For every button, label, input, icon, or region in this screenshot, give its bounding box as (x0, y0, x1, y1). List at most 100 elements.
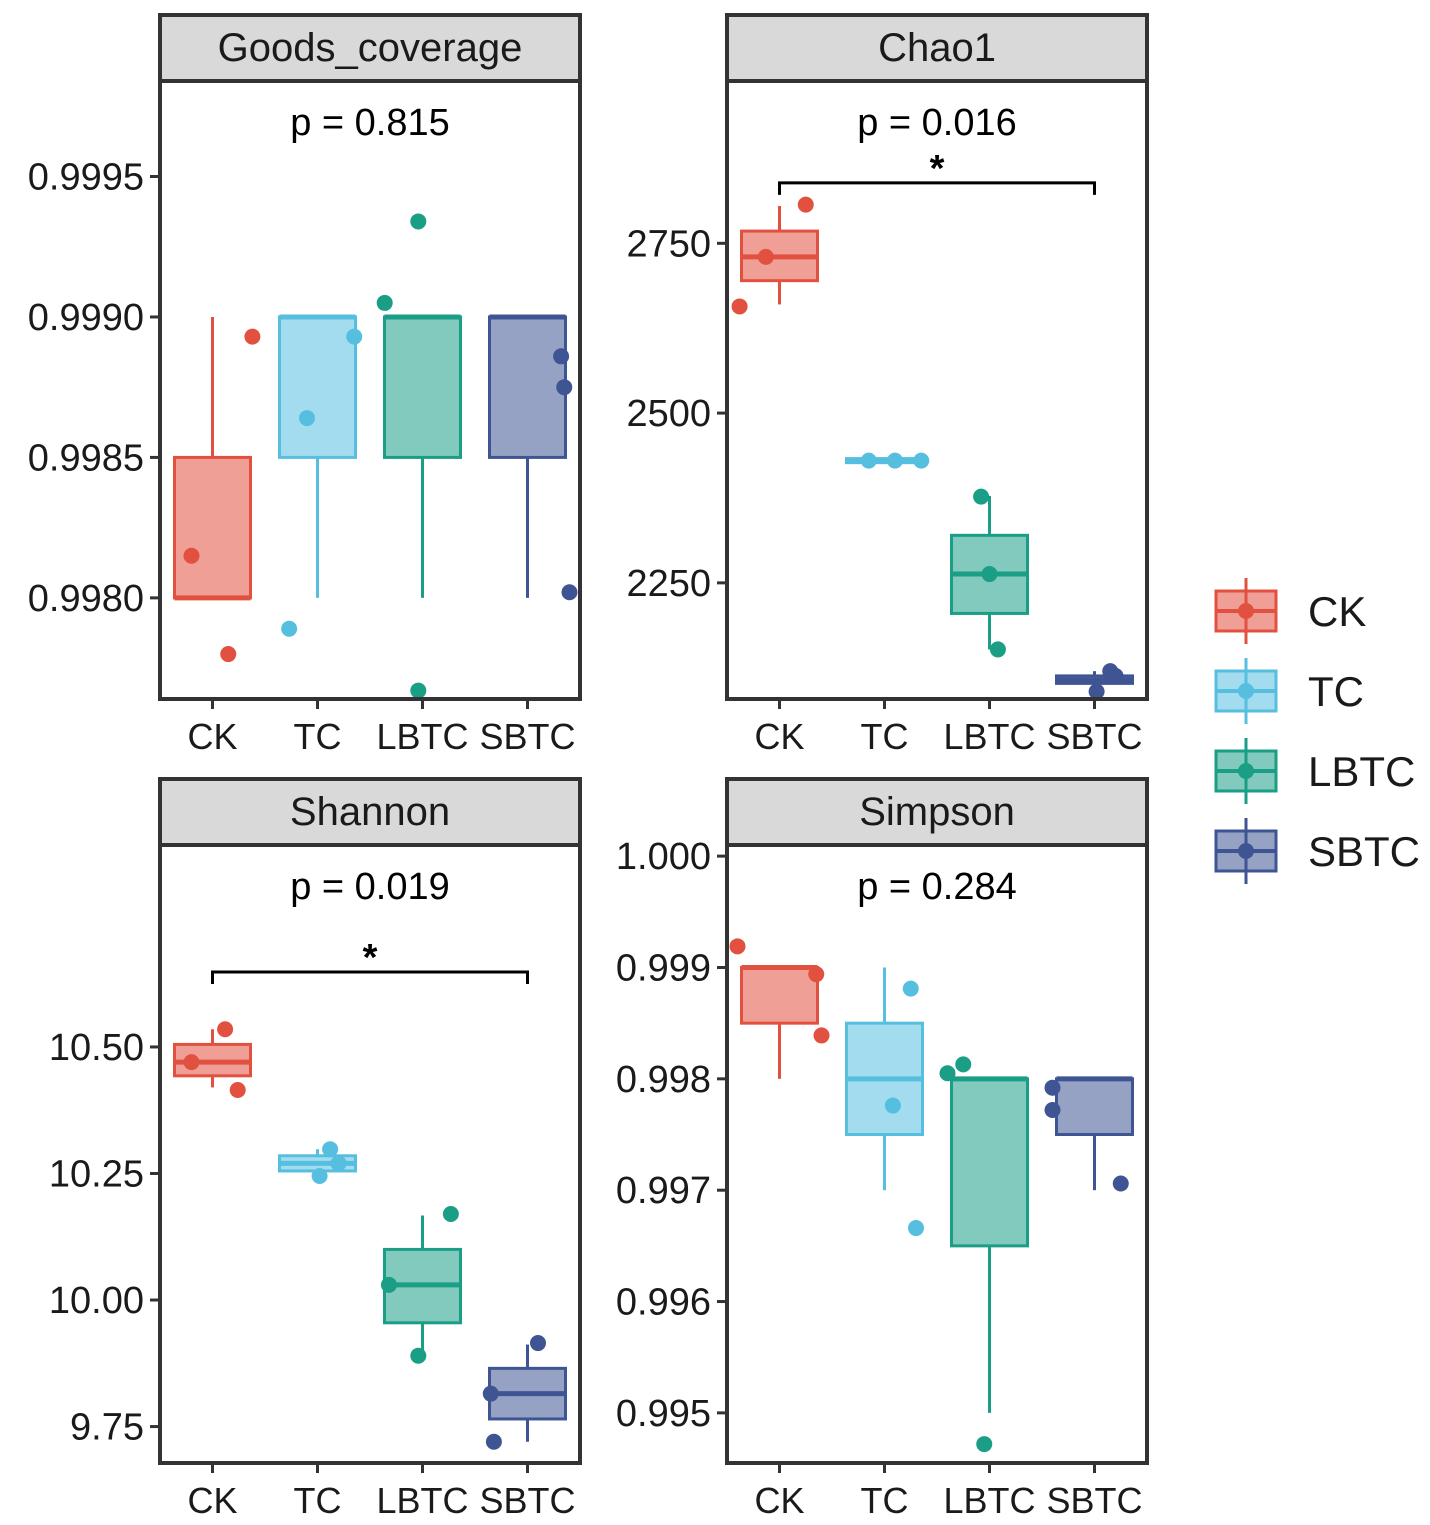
x-tick-label: CK (754, 1480, 804, 1521)
facet-strip (725, 13, 1149, 83)
x-tick-label: CK (754, 716, 804, 757)
box-ck (740, 205, 819, 305)
facet-strip (158, 777, 582, 847)
significance-bracket (211, 970, 529, 985)
data-point (410, 682, 427, 699)
facet-strip (725, 777, 1149, 847)
data-point (553, 348, 570, 365)
data-point (530, 1335, 546, 1352)
legend-key-point (1238, 603, 1254, 619)
panel-chao1: Chao1 2250 2500 2750 CK TC LBTC SBTC p = 0.016* (626, 13, 1149, 757)
panel-goods-coverage: Goods_coverage 0.9980 0.9985 0.9990 0.9995 C… (28, 13, 582, 757)
y-tick-label: 0.9985 (28, 437, 144, 479)
significance-label: * (930, 148, 945, 190)
box-lbtc (950, 1076, 1029, 1413)
data-point (989, 641, 1006, 658)
facet-title: Goods_coverage (218, 26, 523, 70)
data-point (442, 1205, 459, 1222)
data-point (913, 452, 930, 469)
data-point (902, 980, 919, 997)
data-point (322, 1141, 339, 1158)
data-point (939, 1065, 956, 1082)
panel-border (158, 79, 582, 701)
iqr-box (1055, 1077, 1134, 1137)
box-lbtc (950, 495, 1029, 650)
data-point (887, 452, 903, 469)
data-point (380, 1276, 397, 1293)
data-point (485, 1433, 502, 1450)
x-tick-label: TC (294, 716, 342, 757)
data-point (482, 1385, 499, 1402)
x-tick-label: LBTC (943, 716, 1035, 757)
iqr-box (173, 455, 252, 600)
significance-bracket (778, 181, 1096, 195)
data-point (955, 1056, 972, 1073)
data-point (556, 379, 573, 396)
iqr-box (488, 315, 567, 459)
data-point (410, 213, 427, 230)
y-tick-label: 0.9995 (28, 157, 144, 199)
y-tick-label: 0.997 (616, 1170, 711, 1212)
legend: CK TC LBTC SBTC (1214, 578, 1420, 884)
panel-simpson: Simpson 0.995 0.996 0.997 0.998 0.999 1.000 CK… (616, 777, 1149, 1521)
legend-key-point (1238, 843, 1254, 859)
p-value-label: p = 0.019 (290, 866, 450, 908)
facet-strip (158, 13, 582, 83)
legend-label: SBTC (1308, 828, 1420, 875)
data-point (410, 1347, 427, 1364)
data-point (183, 1054, 200, 1071)
data-point (976, 1436, 993, 1453)
facet-title: Simpson (859, 790, 1015, 834)
box-lbtc (383, 314, 462, 598)
plot-area: 0.9980 0.9985 0.9990 0.9995 CK TC LBTC SBTC p = … (28, 79, 582, 757)
panel-border (725, 843, 1149, 1465)
legend-item-tc: TC (1214, 658, 1364, 724)
legend-item-lbtc: LBTC (1214, 738, 1415, 804)
legend-item-sbtc: SBTC (1214, 818, 1420, 884)
data-point (281, 620, 298, 637)
legend-key-point (1238, 683, 1254, 699)
y-tick-label: 0.999 (616, 947, 711, 989)
x-tick-label: TC (861, 1480, 909, 1521)
data-point (973, 488, 990, 505)
x-tick-label: LBTC (943, 1480, 1035, 1521)
iqr-box (383, 315, 462, 459)
data-point (229, 1081, 246, 1098)
data-point (311, 1168, 328, 1185)
significance-label: * (363, 937, 378, 979)
data-point (729, 938, 746, 955)
x-tick-label: SBTC (479, 1480, 575, 1521)
data-point (561, 584, 578, 601)
plot-area: 9.75 10.00 10.25 10.50 CK TC LBTC SBTC p = 0.019… (49, 843, 582, 1521)
box-sbtc (1055, 1076, 1134, 1191)
data-point (884, 1097, 901, 1114)
data-point (1088, 683, 1105, 700)
legend-label: TC (1308, 668, 1364, 715)
box-ck (740, 964, 819, 1079)
data-point (813, 1027, 830, 1044)
y-tick-label: 1.000 (616, 836, 711, 878)
data-point (808, 966, 825, 983)
data-point (1044, 1102, 1061, 1119)
data-point (908, 1220, 924, 1237)
y-tick-label: 0.9980 (28, 578, 144, 620)
box-tc (278, 314, 357, 598)
panel-border (158, 843, 582, 1465)
plot-area: 0.995 0.996 0.997 0.998 0.999 1.000 CK TC LBTC SB… (616, 836, 1149, 1521)
data-point (731, 298, 748, 315)
iqr-box (278, 315, 357, 459)
legend-key-point (1238, 763, 1254, 779)
iqr-box (740, 965, 819, 1025)
x-tick-label: SBTC (1046, 716, 1142, 757)
box-ck (173, 316, 252, 601)
x-tick-label: LBTC (376, 1480, 468, 1521)
p-value-label: p = 0.815 (290, 102, 450, 144)
data-point (299, 410, 315, 427)
data-point (220, 646, 237, 663)
x-tick-label: SBTC (479, 716, 575, 757)
x-tick-label: CK (187, 716, 237, 757)
y-tick-label: 0.998 (616, 1059, 711, 1101)
data-point (346, 328, 363, 345)
y-tick-label: 2500 (626, 393, 711, 435)
